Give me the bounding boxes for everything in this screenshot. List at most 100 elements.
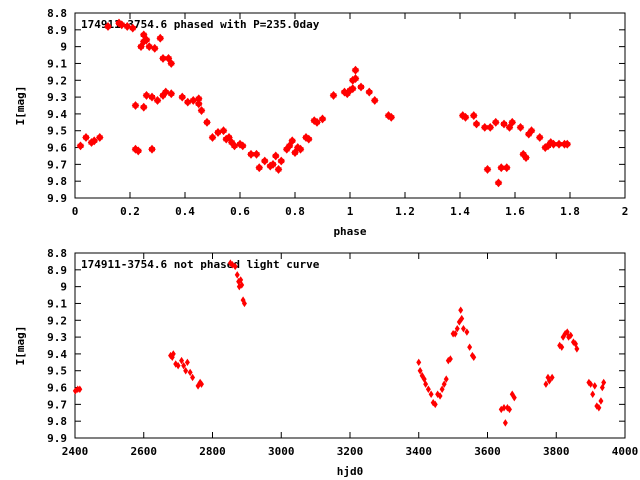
unphased-data-point	[441, 380, 447, 388]
unphased-data-point	[423, 380, 429, 388]
phased-data-point	[318, 114, 327, 124]
phased-y-tick-label: 8.9	[47, 24, 67, 37]
phased-data-point	[288, 136, 297, 146]
unphased-data-point	[598, 397, 604, 405]
unphased-data-point	[175, 361, 181, 370]
phased-data-point	[370, 96, 379, 105]
unphased-data-point	[543, 380, 549, 388]
unphased-y-tick-label: 9.2	[47, 314, 67, 327]
unphased-data-point	[568, 331, 574, 340]
unphased-data-point	[443, 375, 449, 383]
phased-light-curve-panel: 174911-3754.6 phased with P=235.0day pha…	[14, 7, 628, 238]
phased-data-point	[156, 33, 165, 43]
phased-y-tick-label: 9.5	[47, 125, 67, 138]
phased-x-tick-label: 0.4	[175, 205, 195, 218]
phased-data-point	[497, 163, 506, 173]
phased-y-tick-label: 9.7	[47, 158, 67, 171]
unphased-data-point	[502, 419, 508, 427]
unphased-y-tick-label: 9.5	[47, 365, 67, 378]
phased-data-point	[225, 133, 233, 142]
phased-data-point	[329, 90, 338, 100]
phased-data-point	[117, 20, 126, 30]
phased-data-point	[274, 164, 283, 174]
phased-data-point	[351, 74, 360, 84]
phased-data-point	[348, 84, 357, 94]
phased-data-point	[269, 159, 277, 169]
unphased-y-tick-label: 8.8	[47, 247, 67, 260]
unphased-data-point	[190, 373, 196, 382]
phased-data-point	[516, 122, 525, 132]
phased-data-point	[508, 117, 517, 127]
phased-data-point	[90, 136, 99, 146]
unphased-data-point	[179, 356, 185, 365]
phased-data-point	[139, 30, 148, 40]
phased-data-point	[178, 92, 187, 102]
phased-data-point	[461, 112, 470, 122]
phased-data-point	[502, 163, 511, 173]
phased-data-point	[104, 22, 112, 31]
unphased-data-point	[232, 262, 238, 271]
phased-data-point	[153, 96, 162, 105]
phased-x-tick-label: 2	[622, 205, 629, 218]
phased-data-point	[296, 144, 305, 154]
phased-data-point	[351, 65, 360, 75]
phased-data-point	[131, 101, 140, 110]
phased-data-point	[313, 117, 321, 127]
unphased-y-tick-label: 8.9	[47, 264, 67, 277]
phased-data-point	[208, 133, 217, 142]
phased-data-point	[535, 133, 544, 142]
unphased-data-point	[183, 367, 189, 375]
phased-x-tick-label: 0.8	[285, 205, 305, 218]
unphased-y-tick-label: 9.3	[47, 331, 67, 344]
phased-data-point	[148, 92, 156, 102]
unphased-data-point	[458, 306, 464, 314]
unphased-data-point	[601, 378, 607, 387]
phased-data-point	[527, 126, 536, 136]
phased-data-point	[483, 164, 492, 174]
unphased-x-tick-label: 3200	[337, 445, 364, 458]
unphased-y-tick-label: 9.4	[47, 348, 67, 361]
phased-data-point	[194, 94, 203, 104]
phased-data-point	[203, 117, 211, 127]
phased-y-tick-label: 9.3	[47, 91, 67, 104]
phased-data-point	[238, 141, 247, 151]
phased-data-point	[491, 117, 500, 127]
phased-data-point	[139, 102, 148, 112]
phased-data-point	[472, 119, 481, 129]
phased-data-point	[142, 35, 151, 45]
phased-data-point	[255, 163, 264, 173]
phased-data-point	[291, 148, 299, 158]
phased-y-tick-label: 8.8	[47, 7, 67, 20]
unphased-x-tick-label: 3600	[474, 445, 501, 458]
phased-y-ticks: 8.8 8.9 9 9.1 9.2 9.3 9.4 9.5 9.6 9.7 9.8 9.9	[47, 7, 625, 205]
unphased-data-point	[456, 318, 462, 326]
phased-y-tick-label: 9.9	[47, 192, 67, 205]
unphased-x-tick-label: 2800	[199, 445, 226, 458]
phased-x-tick-label: 0	[72, 205, 79, 218]
phased-x-tick-label: 1.6	[505, 205, 525, 218]
unphased-x-tick-label: 2400	[62, 445, 89, 458]
unphased-data-point	[77, 385, 83, 393]
unphased-x-tick-label: 2600	[131, 445, 158, 458]
unphased-data-points	[72, 259, 607, 427]
unphased-data-point	[170, 350, 176, 358]
phased-data-point	[260, 156, 269, 166]
unphased-plot-title: 174911-3754.6 not phased light curve	[81, 258, 320, 271]
phased-data-point	[183, 97, 192, 107]
unphased-data-point	[437, 392, 443, 400]
phased-y-tick-label: 9	[60, 41, 67, 54]
unphased-data-point	[234, 271, 240, 279]
unphased-data-point	[447, 355, 453, 363]
unphased-data-point	[574, 345, 580, 353]
unphased-y-tick-label: 9.6	[47, 382, 67, 395]
unphased-data-point	[454, 324, 460, 333]
phased-x-tick-label: 1	[347, 205, 354, 218]
unphased-data-point	[599, 383, 605, 392]
unphased-y-ticks: 8.8 8.9 9 9.1 9.2 9.3 9.4 9.5 9.6 9.7 9.8 9.9	[47, 247, 625, 445]
unphased-light-curve-panel: 174911-3754.6 not phased light curve hjd…	[14, 247, 638, 478]
phased-data-point	[480, 122, 489, 132]
phased-data-point	[252, 149, 261, 159]
unphased-data-point	[460, 324, 466, 333]
unphased-data-point	[240, 296, 246, 304]
